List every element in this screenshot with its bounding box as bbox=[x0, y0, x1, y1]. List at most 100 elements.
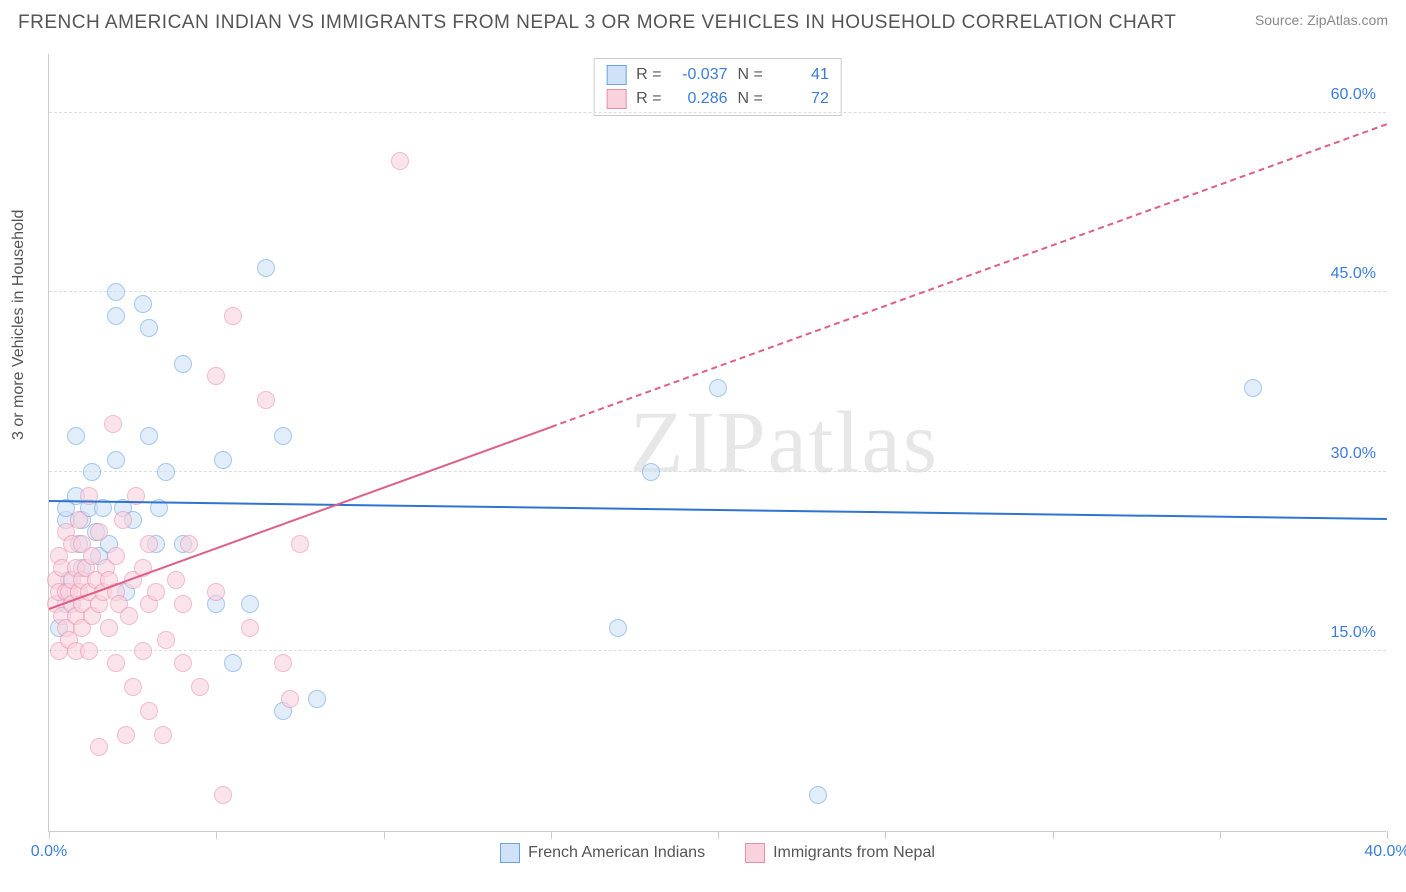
stat-n-value: 41 bbox=[773, 66, 829, 84]
scatter-point bbox=[308, 690, 326, 708]
x-tick bbox=[216, 831, 217, 839]
scatter-point bbox=[140, 702, 158, 720]
scatter-point bbox=[90, 523, 108, 541]
scatter-point bbox=[257, 259, 275, 277]
series-swatch bbox=[606, 89, 626, 109]
legend-swatch bbox=[745, 843, 765, 863]
scatter-point bbox=[120, 607, 138, 625]
scatter-point bbox=[157, 631, 175, 649]
scatter-point bbox=[291, 535, 309, 553]
stat-r-label: R = bbox=[636, 90, 661, 108]
stats-row: R = 0.286 N = 72 bbox=[606, 87, 829, 111]
scatter-point bbox=[140, 535, 158, 553]
scatter-point bbox=[107, 451, 125, 469]
scatter-point bbox=[274, 427, 292, 445]
x-tick-label: 0.0% bbox=[31, 843, 67, 861]
gridline bbox=[49, 650, 1386, 651]
scatter-point bbox=[107, 283, 125, 301]
scatter-point bbox=[90, 738, 108, 756]
scatter-point bbox=[140, 427, 158, 445]
x-tick bbox=[885, 831, 886, 839]
series-swatch bbox=[606, 65, 626, 85]
gridline bbox=[49, 471, 1386, 472]
x-tick bbox=[1053, 831, 1054, 839]
legend-label: Immigrants from Nepal bbox=[773, 844, 935, 862]
scatter-point bbox=[104, 415, 122, 433]
scatter-point bbox=[241, 619, 259, 637]
chart-title: FRENCH AMERICAN INDIAN VS IMMIGRANTS FRO… bbox=[18, 12, 1176, 34]
scatter-point bbox=[174, 654, 192, 672]
chart-plot-area: ZIPatlas R =-0.037N =41R =0.286N =72 Fre… bbox=[48, 54, 1386, 832]
series-legend: French American Indians Immigrants from N… bbox=[49, 843, 1386, 863]
stat-r-value: 0.286 bbox=[672, 90, 728, 108]
scatter-point bbox=[167, 571, 185, 589]
scatter-point bbox=[609, 619, 627, 637]
scatter-point bbox=[214, 786, 232, 804]
scatter-point bbox=[140, 319, 158, 337]
trend-line bbox=[49, 500, 1387, 520]
x-tick-label: 40.0% bbox=[1364, 843, 1406, 861]
scatter-point bbox=[100, 619, 118, 637]
x-tick bbox=[1387, 831, 1388, 839]
scatter-point bbox=[70, 511, 88, 529]
scatter-point bbox=[1244, 379, 1262, 397]
scatter-point bbox=[180, 535, 198, 553]
x-tick bbox=[551, 831, 552, 839]
y-tick-label: 60.0% bbox=[1331, 86, 1376, 104]
scatter-point bbox=[134, 642, 152, 660]
scatter-point bbox=[241, 595, 259, 613]
scatter-point bbox=[214, 451, 232, 469]
scatter-point bbox=[191, 678, 209, 696]
stats-row: R = -0.037 N = 41 bbox=[606, 63, 829, 87]
scatter-point bbox=[80, 642, 98, 660]
scatter-point bbox=[274, 654, 292, 672]
stat-n-value: 72 bbox=[773, 90, 829, 108]
scatter-point bbox=[224, 654, 242, 672]
watermark-text: ZIPatlas bbox=[630, 392, 939, 493]
scatter-point bbox=[114, 511, 132, 529]
legend-item: French American Indians bbox=[500, 843, 705, 863]
scatter-point bbox=[134, 295, 152, 313]
scatter-point bbox=[709, 379, 727, 397]
gridline bbox=[49, 291, 1386, 292]
scatter-point bbox=[174, 355, 192, 373]
scatter-point bbox=[207, 583, 225, 601]
scatter-point bbox=[642, 463, 660, 481]
x-tick bbox=[1220, 831, 1221, 839]
scatter-point bbox=[257, 391, 275, 409]
source-attribution: Source: ZipAtlas.com bbox=[1255, 12, 1388, 28]
scatter-point bbox=[107, 654, 125, 672]
y-tick-label: 45.0% bbox=[1331, 265, 1376, 283]
scatter-point bbox=[124, 678, 142, 696]
scatter-point bbox=[107, 547, 125, 565]
x-tick bbox=[384, 831, 385, 839]
legend-item: Immigrants from Nepal bbox=[745, 843, 935, 863]
y-tick-label: 15.0% bbox=[1331, 624, 1376, 642]
scatter-point bbox=[174, 595, 192, 613]
legend-label: French American Indians bbox=[528, 844, 705, 862]
scatter-point bbox=[207, 367, 225, 385]
stat-n-label: N = bbox=[738, 66, 763, 84]
gridline bbox=[49, 112, 1386, 113]
scatter-point bbox=[154, 726, 172, 744]
scatter-point bbox=[83, 463, 101, 481]
scatter-point bbox=[281, 690, 299, 708]
y-tick-label: 30.0% bbox=[1331, 445, 1376, 463]
scatter-point bbox=[147, 583, 165, 601]
scatter-point bbox=[117, 726, 135, 744]
x-tick bbox=[49, 831, 50, 839]
stat-r-value: -0.037 bbox=[672, 66, 728, 84]
legend-swatch bbox=[500, 843, 520, 863]
trend-line-extrapolated bbox=[550, 123, 1387, 428]
stats-legend-box: R = -0.037 N = 41 R = 0.286 N = 72 bbox=[593, 58, 842, 116]
y-axis-label: 3 or more Vehicles in Household bbox=[10, 210, 28, 440]
scatter-point bbox=[224, 307, 242, 325]
stat-r-label: R = bbox=[636, 66, 661, 84]
scatter-point bbox=[391, 152, 409, 170]
x-tick bbox=[718, 831, 719, 839]
scatter-point bbox=[157, 463, 175, 481]
stat-n-label: N = bbox=[738, 90, 763, 108]
scatter-point bbox=[809, 786, 827, 804]
scatter-point bbox=[67, 427, 85, 445]
scatter-point bbox=[107, 307, 125, 325]
